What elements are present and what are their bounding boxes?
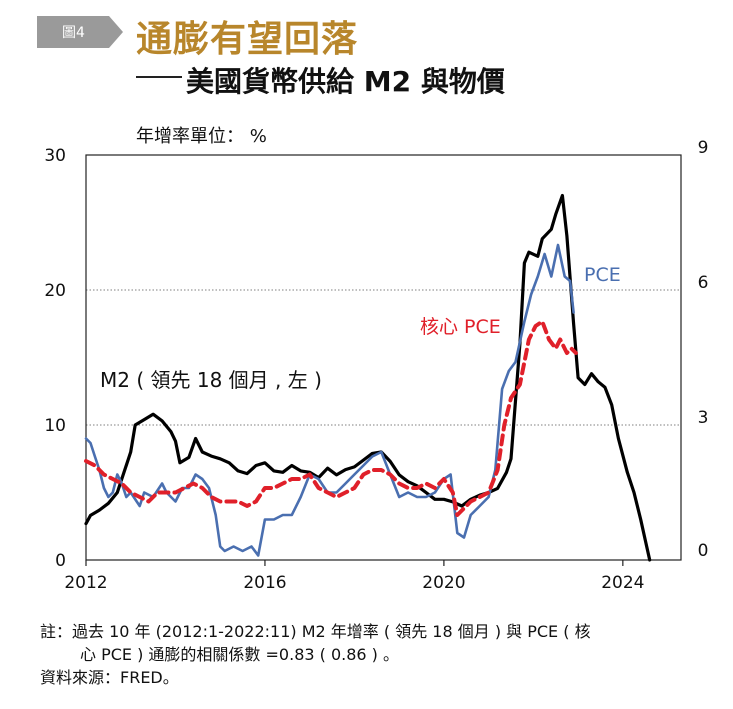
figure-label: 圖4 xyxy=(62,25,85,41)
core-pce-series-line xyxy=(84,319,578,517)
x-tick-label: 2020 xyxy=(422,573,465,593)
series-labels: M2 ( 領先 18 個月 , 左 ) PCE 核心 PCE xyxy=(100,264,621,392)
pce-series-line xyxy=(84,243,575,557)
line-chart: 0 10 20 30 0 3 6 9 2012 2016 2020 2024 M2 ( 領先 18 個… xyxy=(44,138,708,593)
x-tick-label: 2024 xyxy=(601,573,644,593)
left-tick-label: 20 xyxy=(44,281,66,301)
chart-title: 通膨有望回落 xyxy=(136,18,359,60)
footnote: 註：過去 10 年 (2012:1-2022:11) M2 年增率 ( 領先 1… xyxy=(40,620,720,689)
grid-lines xyxy=(86,289,681,426)
left-tick-label: 0 xyxy=(55,551,66,571)
footnote-line-2: 心 PCE ) 通膨的相關係數 =0.83 ( 0.86 ) 。 xyxy=(80,645,400,664)
plot-frame xyxy=(85,154,682,561)
chart-subtitle: 美國貨幣供給 M2 與物價 xyxy=(186,65,505,98)
figure-badge xyxy=(37,16,123,48)
axis-ticks: 0 10 20 30 0 3 6 9 2012 2016 2020 2024 xyxy=(44,138,708,593)
right-tick-label: 0 xyxy=(698,541,709,561)
right-tick-label: 9 xyxy=(698,138,709,158)
unit-label: 年增率單位： % xyxy=(136,126,267,147)
pce-series-label: PCE xyxy=(584,264,621,286)
footnote-line-1: 註：過去 10 年 (2012:1-2022:11) M2 年增率 ( 領先 1… xyxy=(40,622,591,641)
m2-series-label: M2 ( 領先 18 個月 , 左 ) xyxy=(100,368,322,392)
left-tick-label: 10 xyxy=(44,416,66,436)
series-lines xyxy=(84,193,652,562)
x-tick-label: 2016 xyxy=(243,573,286,593)
left-tick-label: 30 xyxy=(44,146,66,166)
source-note: 資料來源：FRED。 xyxy=(40,668,179,687)
core-pce-series-label: 核心 PCE xyxy=(420,316,501,338)
right-tick-label: 6 xyxy=(698,273,709,293)
right-tick-label: 3 xyxy=(698,408,709,428)
subtitle-dash xyxy=(136,76,182,78)
x-tick-label: 2012 xyxy=(64,573,107,593)
